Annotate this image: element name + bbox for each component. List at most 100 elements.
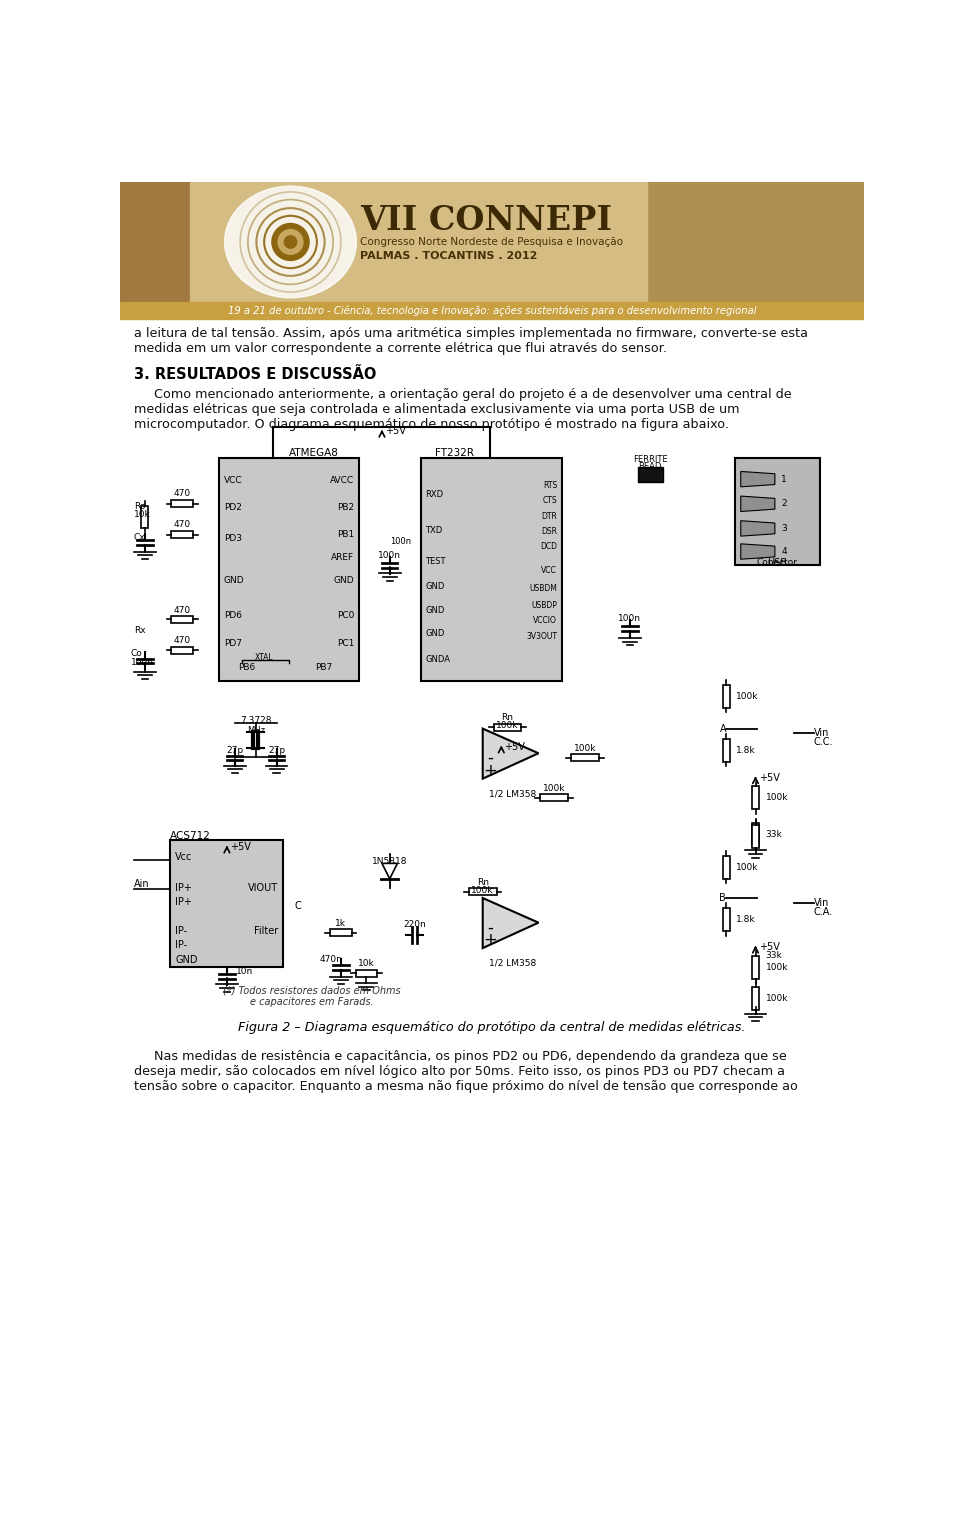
Text: PC1: PC1 <box>337 640 354 649</box>
Bar <box>493 723 521 731</box>
Bar <box>752 987 759 1010</box>
Bar <box>420 458 562 681</box>
Bar <box>637 467 662 482</box>
Text: 100n: 100n <box>618 614 641 623</box>
Bar <box>734 458 820 565</box>
Text: +5V: +5V <box>230 843 251 852</box>
Polygon shape <box>741 544 775 559</box>
Bar <box>190 182 647 305</box>
Text: 100k: 100k <box>574 744 596 753</box>
Bar <box>141 506 148 528</box>
Text: 33k: 33k <box>765 951 782 960</box>
Text: RXD: RXD <box>425 490 444 499</box>
Text: GND: GND <box>425 605 444 614</box>
Text: VII CONNEPI: VII CONNEPI <box>360 205 612 236</box>
Text: 3: 3 <box>781 525 787 534</box>
Text: a leitura de tal tensão. Assim, após uma aritmética simples implementada no firm: a leitura de tal tensão. Assim, após uma… <box>134 326 808 355</box>
Text: IP-: IP- <box>175 940 187 951</box>
Bar <box>723 908 730 931</box>
Text: Como mencionado anteriormente, a orientação geral do projeto é a de desenvolver : Como mencionado anteriormente, a orienta… <box>134 388 792 431</box>
Text: 100k: 100k <box>765 963 788 972</box>
Text: 7.3728: 7.3728 <box>240 717 272 726</box>
Text: Vin: Vin <box>814 728 829 738</box>
Text: USB: USB <box>767 558 787 568</box>
Circle shape <box>272 223 309 261</box>
Bar <box>752 955 759 979</box>
Polygon shape <box>741 496 775 511</box>
Text: Rn: Rn <box>501 714 514 722</box>
Bar <box>647 182 864 305</box>
Text: PB2: PB2 <box>337 503 354 512</box>
Text: PD7: PD7 <box>224 640 242 649</box>
Text: 27p: 27p <box>268 746 285 755</box>
Text: A: A <box>719 723 726 734</box>
Text: MHz: MHz <box>247 726 265 735</box>
Text: 100k: 100k <box>765 793 788 802</box>
Bar <box>171 615 193 623</box>
Text: ACS712: ACS712 <box>170 831 211 841</box>
Text: 10k: 10k <box>358 960 374 969</box>
Text: PB7: PB7 <box>315 662 332 672</box>
Text: VCC: VCC <box>224 476 243 485</box>
Text: Rx: Rx <box>134 626 146 635</box>
Text: +: + <box>484 763 497 779</box>
Bar <box>120 182 864 305</box>
Text: B: B <box>719 893 726 904</box>
Bar <box>752 787 759 810</box>
Text: 27p: 27p <box>227 746 243 755</box>
Text: DSR: DSR <box>541 528 557 537</box>
Text: 100n: 100n <box>131 658 154 667</box>
Bar <box>468 888 496 896</box>
Text: GND: GND <box>425 582 444 591</box>
Bar <box>723 738 730 761</box>
Bar <box>723 855 730 879</box>
Bar <box>723 685 730 708</box>
Text: USBDP: USBDP <box>531 600 557 609</box>
Bar <box>355 970 377 976</box>
Polygon shape <box>382 864 397 879</box>
Bar <box>171 531 193 538</box>
Bar <box>170 840 283 967</box>
Text: Figura 2 – Diagrama esquemático do protótipo da central de medidas elétricas.: Figura 2 – Diagrama esquemático do protó… <box>238 1020 746 1034</box>
Polygon shape <box>483 897 539 948</box>
Text: 100k: 100k <box>471 885 494 894</box>
Text: PALMAS . TOCANTINS . 2012: PALMAS . TOCANTINS . 2012 <box>360 250 538 261</box>
Bar <box>120 182 190 305</box>
Polygon shape <box>741 471 775 487</box>
Text: 2: 2 <box>781 499 786 508</box>
Bar <box>120 302 864 318</box>
Text: 470: 470 <box>174 520 191 529</box>
Bar <box>752 823 759 846</box>
Text: 1: 1 <box>781 475 787 484</box>
Text: BEAD: BEAD <box>638 462 661 471</box>
Text: 470: 470 <box>174 637 191 646</box>
Text: GNDA: GNDA <box>425 655 450 664</box>
Circle shape <box>278 229 303 255</box>
Text: 3. RESULTADOS E DISCUSSÃO: 3. RESULTADOS E DISCUSSÃO <box>134 367 376 382</box>
Ellipse shape <box>225 186 356 297</box>
Bar <box>540 794 568 802</box>
Polygon shape <box>483 729 539 779</box>
Text: TXD: TXD <box>425 526 443 535</box>
Bar <box>571 755 599 761</box>
Text: Congresso Norte Nordeste de Pesquisa e Inovação: Congresso Norte Nordeste de Pesquisa e I… <box>360 236 623 247</box>
Text: IP+: IP+ <box>175 882 192 893</box>
Text: PD3: PD3 <box>224 534 242 543</box>
Text: VCCIO: VCCIO <box>533 617 557 625</box>
Text: 220n: 220n <box>403 920 426 929</box>
Text: 1k: 1k <box>335 919 347 928</box>
Text: Cx: Cx <box>134 534 146 543</box>
Text: +5V: +5V <box>758 943 780 952</box>
Text: 100n: 100n <box>390 537 411 546</box>
Text: XTAL: XTAL <box>254 653 274 662</box>
Bar <box>171 647 193 653</box>
Text: 1N5818: 1N5818 <box>372 858 407 866</box>
Text: 19 a 21 de outubro - Ciência, tecnologia e Inovação: ações sustentáveis para o d: 19 a 21 de outubro - Ciência, tecnologia… <box>228 305 756 315</box>
Text: C.C.: C.C. <box>814 737 833 747</box>
Text: Co: Co <box>131 649 143 658</box>
Text: 100k: 100k <box>542 784 565 793</box>
Text: Filter: Filter <box>253 926 278 937</box>
Text: (*) Todos resistores dados em Ohms
e capacitores em Farads.: (*) Todos resistores dados em Ohms e cap… <box>224 985 401 1007</box>
Text: VCC: VCC <box>541 565 557 575</box>
Text: GND: GND <box>175 955 198 964</box>
